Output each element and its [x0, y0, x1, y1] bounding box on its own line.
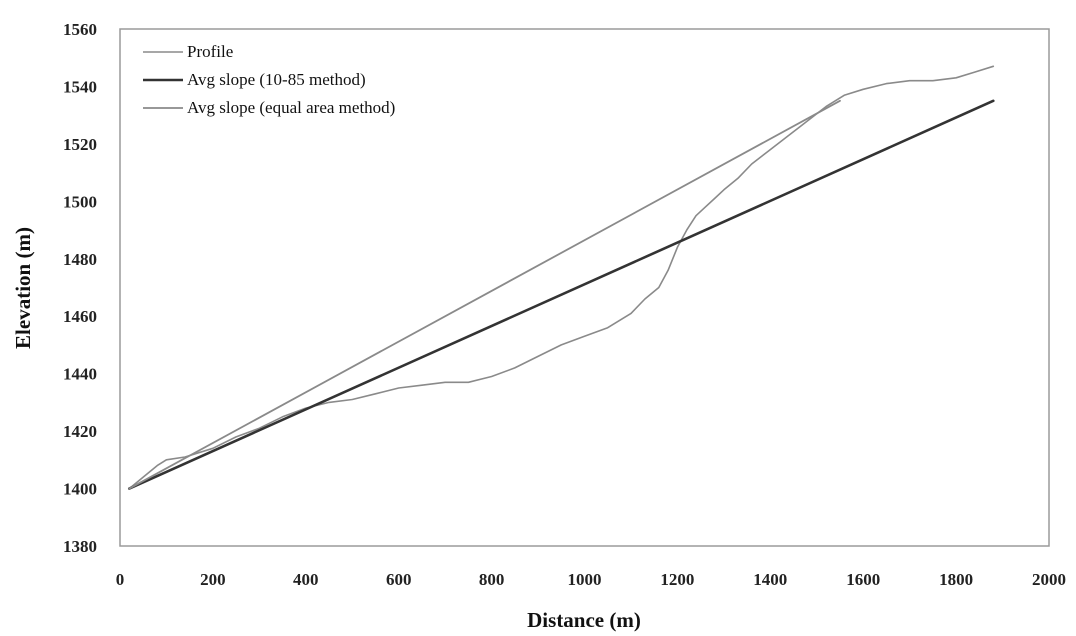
y-tick-label: 1420	[63, 422, 97, 441]
y-tick-label: 1540	[63, 77, 97, 96]
legend-label: Profile	[187, 42, 233, 61]
x-tick-label: 1400	[753, 570, 787, 589]
x-tick-label: 1600	[846, 570, 880, 589]
y-tick-label: 1400	[63, 480, 97, 499]
y-tick-label: 1480	[63, 250, 97, 269]
legend-label: Avg slope (10-85 method)	[187, 70, 366, 89]
y-tick-label: 1440	[63, 365, 97, 384]
series-line-1	[128, 99, 995, 490]
y-tick-label: 1560	[63, 20, 97, 39]
x-tick-label: 1200	[660, 570, 694, 589]
series-line-0	[128, 65, 995, 490]
y-tick-label: 1520	[63, 135, 97, 154]
y-tick-label: 1460	[63, 307, 97, 326]
x-axis-ticks: 0 200 400 600 800 1000 1200 1400 1600 1800 2000	[116, 570, 1066, 589]
x-tick-label: 1000	[568, 570, 602, 589]
x-tick-label: 200	[200, 570, 226, 589]
y-axis-ticks: 1380 1400 1420 1440 1460 1480 1500 1520 1540 1560	[63, 20, 97, 556]
legend: Profile Avg slope (10-85 method) Avg slope…	[143, 42, 395, 117]
series-line-2	[128, 99, 841, 490]
x-tick-label: 2000	[1032, 570, 1066, 589]
x-axis-title: Distance (m)	[527, 608, 641, 632]
series-layer	[128, 65, 995, 490]
x-tick-label: 0	[116, 570, 125, 589]
legend-label: Avg slope (equal area method)	[187, 98, 395, 117]
plot-frame	[119, 28, 1050, 547]
y-tick-label: 1500	[63, 192, 97, 211]
x-tick-label: 400	[293, 570, 319, 589]
y-tick-label: 1380	[63, 537, 97, 556]
x-tick-label: 800	[479, 570, 505, 589]
x-tick-label: 600	[386, 570, 412, 589]
y-axis-title: Elevation (m)	[11, 227, 35, 349]
x-tick-label: 1800	[939, 570, 973, 589]
